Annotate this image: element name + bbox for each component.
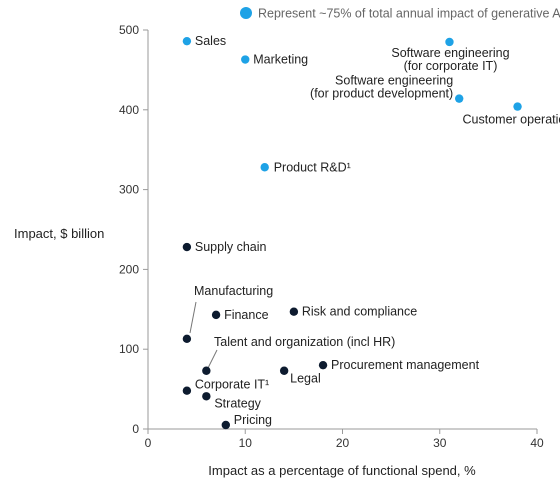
- point-pricing: [221, 420, 230, 430]
- label-customer-operations: Customer operations: [463, 113, 560, 127]
- point-software-engineering-for-product-development: [455, 94, 464, 103]
- point-procurement-management: [318, 360, 328, 370]
- y-tick-label: 100: [119, 342, 139, 356]
- x-tick-label: 20: [336, 436, 350, 450]
- leader-lines: [189, 301, 218, 369]
- label-corporate-it: Corporate IT¹: [195, 378, 269, 392]
- point-risk-and-compliance: [289, 307, 299, 316]
- point-strategy: [202, 392, 211, 401]
- x-tick-label: 40: [530, 436, 544, 450]
- y-axis-ticks: 0 100 200 300 400 500: [119, 23, 148, 436]
- y-axis-label: Impact, $ billion: [14, 226, 104, 241]
- point-product-r-d: [260, 163, 269, 172]
- leader-line-talent-and-organization-incl-hr: [207, 349, 218, 369]
- x-tick-label: 10: [239, 436, 253, 450]
- point-customer-operations: [513, 102, 522, 111]
- label-finance: Finance: [224, 308, 269, 322]
- x-axis-label: Impact as a percentage of functional spe…: [208, 463, 476, 478]
- point-labels: Sales Marketing Software engineering (for c…: [194, 34, 560, 427]
- label-strategy: Strategy: [214, 396, 261, 410]
- point-corporate-it: [182, 386, 192, 395]
- label-pricing: Pricing: [234, 413, 272, 427]
- legend: Represent ~75% of total annual impact of…: [240, 7, 560, 21]
- label-supply-chain: Supply chain: [195, 240, 267, 254]
- x-tick-label: 30: [433, 436, 447, 450]
- y-tick-label: 0: [132, 422, 139, 436]
- legend-marker: [240, 7, 252, 19]
- label-software-engineering-for-corporate-it: Software engineering (for corporate IT): [391, 46, 509, 73]
- point-manufacturing: [182, 334, 192, 344]
- leader-line-manufacturing: [189, 301, 197, 334]
- label-software-engineering-for-product-development: Software engineering (for product develop…: [310, 74, 453, 101]
- y-tick-label: 400: [119, 103, 139, 117]
- data-points: [182, 36, 522, 430]
- y-tick-label: 500: [119, 23, 139, 37]
- label-marketing: Marketing: [253, 53, 308, 67]
- x-axis-ticks: 0 10 20 30 40: [145, 429, 544, 450]
- label-legal: Legal: [290, 372, 321, 386]
- legend-label: Represent ~75% of total annual impact of…: [258, 7, 560, 21]
- y-tick-label: 300: [119, 183, 139, 197]
- point-legal: [279, 366, 289, 375]
- label-talent-and-organization-incl-hr: Talent and organization (incl HR): [214, 335, 395, 349]
- label-manufacturing: Manufacturing: [194, 284, 273, 298]
- point-supply-chain: [182, 242, 192, 252]
- y-tick-label: 200: [119, 262, 139, 276]
- x-tick-label: 0: [145, 436, 152, 450]
- point-sales: [182, 36, 192, 46]
- point-talent-and-organization-incl-hr: [202, 366, 211, 375]
- point-marketing: [241, 55, 250, 64]
- label-procurement-management: Procurement management: [331, 358, 480, 372]
- label-sales: Sales: [195, 34, 226, 48]
- point-finance: [211, 310, 221, 320]
- point-software-engineering-for-corporate-it: [445, 37, 454, 47]
- label-risk-and-compliance: Risk and compliance: [302, 305, 417, 319]
- label-product-r-d: Product R&D¹: [274, 160, 351, 174]
